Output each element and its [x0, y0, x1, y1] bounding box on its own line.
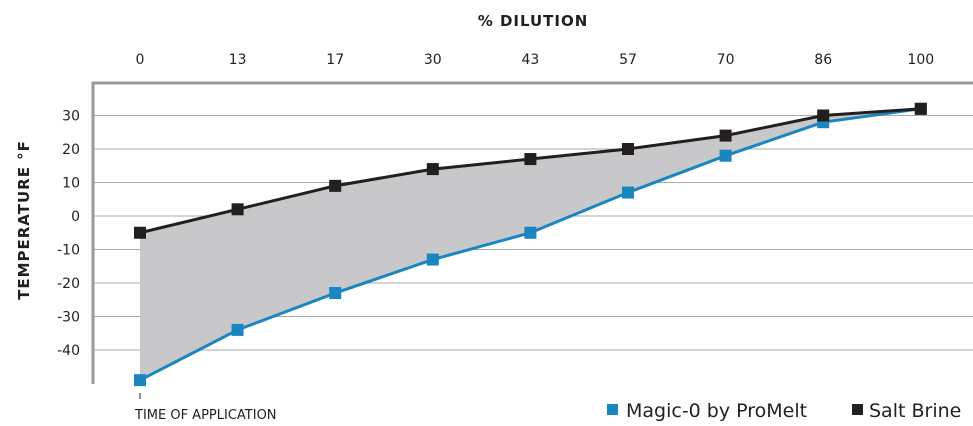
x-tick-label: 30	[424, 52, 442, 68]
data-point	[231, 203, 244, 216]
y-tick-label: -20	[57, 276, 80, 292]
data-point	[622, 143, 634, 155]
data-point	[914, 102, 927, 115]
y-tick-label: 30	[62, 109, 80, 125]
x-tick-label: 13	[229, 52, 247, 68]
x-tick-labels: 0 13 17 30 43 57 70 86 100	[136, 52, 935, 68]
data-point	[329, 287, 342, 300]
y-axis-title: TEMPERATURE °F	[15, 140, 33, 300]
data-point	[134, 374, 146, 387]
x-tick-label: 43	[521, 52, 539, 68]
x-tick-label: 100	[907, 52, 934, 68]
legend-label: Salt Brine	[869, 400, 961, 422]
time-of-application-label: TIME OF APPLICATION	[134, 408, 277, 423]
data-point	[719, 149, 732, 162]
x-axis-title: % DILUTION	[478, 12, 589, 30]
y-tick-label: -10	[57, 243, 80, 259]
y-tick-label: 20	[62, 142, 80, 158]
y-tick-label: -40	[57, 343, 80, 359]
legend-swatch	[852, 404, 863, 415]
data-point	[524, 153, 537, 166]
data-point	[524, 226, 537, 239]
x-tick-label: 17	[326, 52, 344, 68]
y-tick-label: 0	[71, 209, 80, 225]
legend-label: Magic-0 by ProMelt	[626, 400, 807, 422]
data-point	[134, 226, 146, 239]
data-point	[817, 109, 830, 122]
plot-frame	[91, 81, 973, 384]
y-tick-label: -30	[57, 310, 80, 326]
fill-between-series	[140, 108, 921, 381]
data-point	[719, 129, 732, 142]
data-point	[329, 179, 342, 192]
legend-swatch	[607, 404, 618, 415]
legend: Magic-0 by ProMelt Salt Brine	[607, 400, 961, 422]
x-tick-label: 86	[814, 52, 832, 68]
data-point	[426, 253, 439, 266]
x-tick-label: 0	[136, 52, 145, 68]
x-tick-label: 57	[619, 52, 637, 68]
x-tick-label: 70	[717, 52, 735, 68]
y-tick-labels: 30 20 10 0 -10 -20 -30 -40	[57, 109, 80, 360]
data-point	[231, 323, 244, 336]
data-point	[426, 163, 439, 176]
series-layer	[134, 102, 927, 387]
y-tick-label: 10	[62, 176, 80, 192]
series-salt-brine	[134, 102, 927, 239]
data-point	[622, 186, 634, 199]
